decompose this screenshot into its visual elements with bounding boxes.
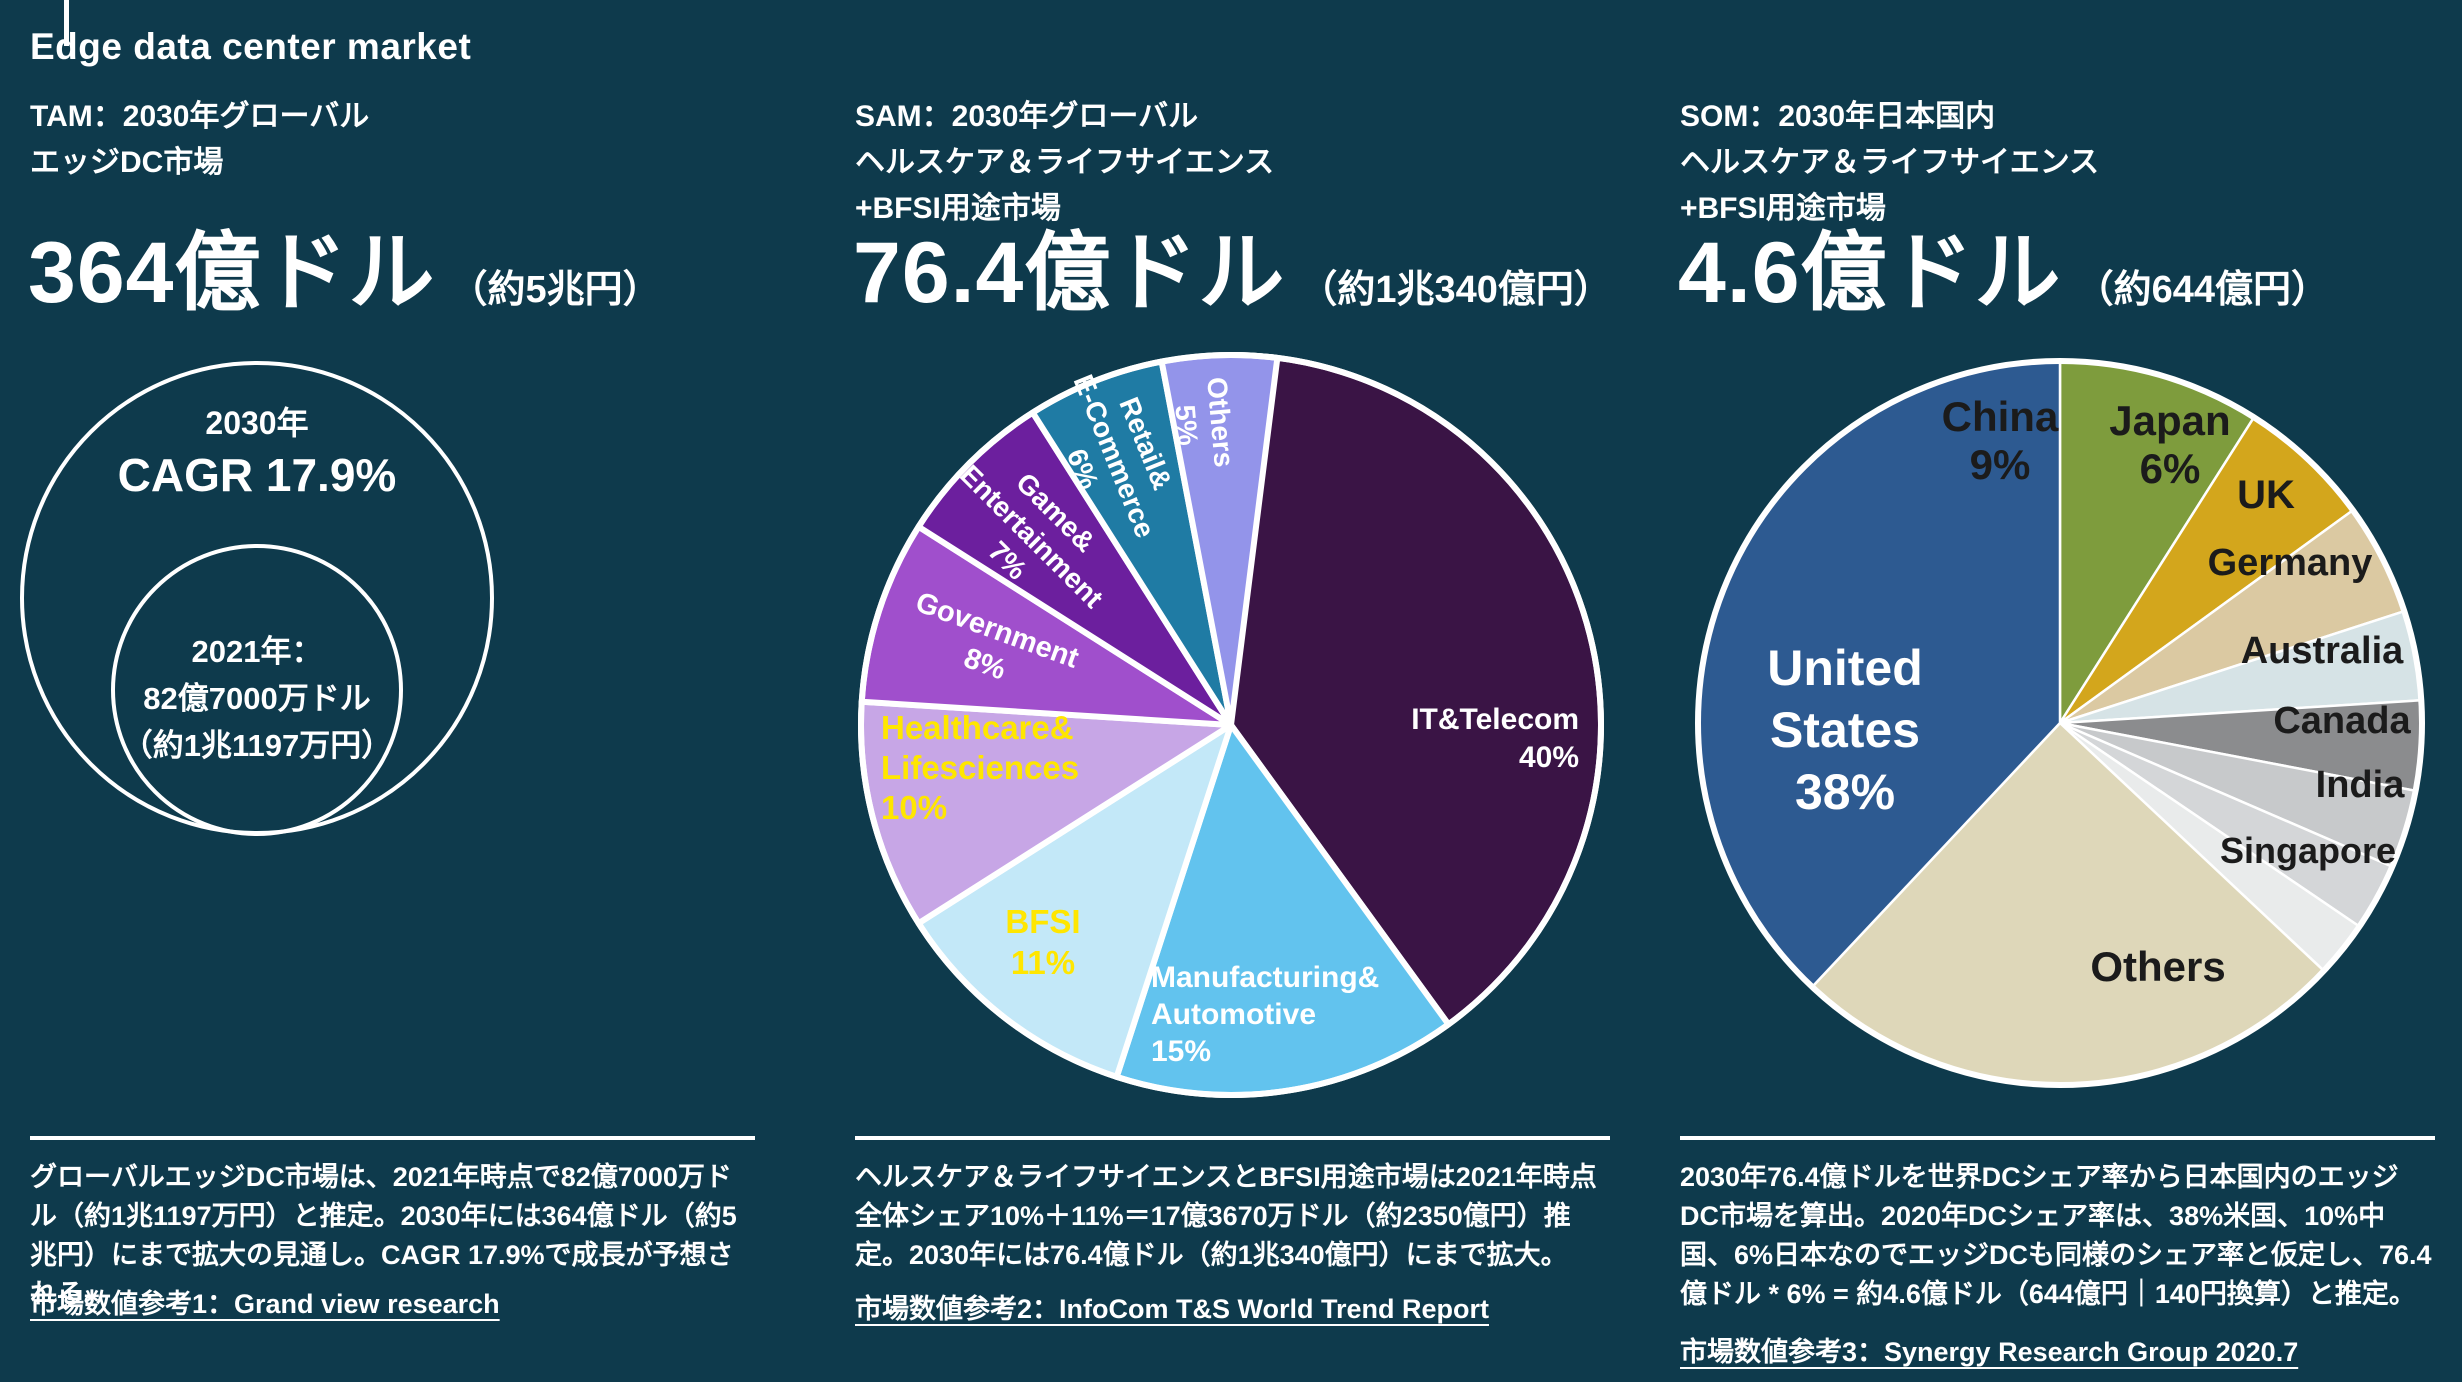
pie-label-it-telecom: IT&Telecom 40% (1411, 703, 1579, 774)
som-value-jpy: （約644億円） (2075, 269, 2329, 311)
pie-label-singapore: Singapore (2220, 830, 2396, 871)
sam-footnote: ヘルスケア＆ライフサイエンスとBFSI用途市場は2021年時点全体シェア10%＋… (855, 1162, 1597, 1270)
tam-heading-line: TAM：2030年グローバル (30, 100, 370, 133)
pie-label-healthcare-lifesciences: Healthcare& Lifesciences 10% (881, 709, 1079, 826)
sam-heading-line: ヘルスケア＆ライフサイエンス (855, 146, 1275, 179)
sam-value: 76.4億ドル （約1兆340億円） (853, 230, 1612, 316)
venn-inner-circle (111, 544, 403, 836)
sam-heading: SAM：2030年グローバル ヘルスケア＆ライフサイエンス +BFSI用途市場 (855, 94, 1274, 232)
tam-source-link[interactable]: 市場数値参考1：Grand view research (30, 1289, 500, 1319)
page-title: Edge data center market (30, 26, 472, 67)
som-value-usd: 4.6億ドル (1678, 225, 2062, 321)
pie-label-uk: UK (2237, 473, 2295, 517)
tam-value: 364億ドル （約5兆円） (28, 230, 661, 316)
som-heading-line: SOM：2030年日本国内 (1680, 100, 1996, 133)
tam-divider (30, 1136, 755, 1140)
som-pie-chart: China 9% Japan 6%UK Germany Australia Canada In… (1695, 358, 2425, 1088)
tam-heading-line: エッジDC市場 (30, 146, 224, 179)
venn-outer-cagr: CAGR 17.9% (117, 449, 397, 501)
sam-value-usd: 76.4億ドル (853, 225, 1286, 321)
venn-outer-year: 2030年 (205, 405, 309, 441)
tam-value-jpy: （約5兆円） (449, 269, 661, 311)
sam-pie-chart: IT&Telecom 40% Manufacturing& Automotive 15%… (858, 352, 1604, 1098)
sam-value-jpy: （約1兆340億円） (1299, 269, 1612, 311)
tam-value-usd: 364億ドル (28, 225, 436, 321)
venn-inner-line: 82億7000万ドル (143, 681, 371, 716)
text-cursor-mark (64, 0, 69, 46)
pie-label-germany: Germany (2208, 542, 2373, 584)
som-divider (1680, 1136, 2435, 1140)
venn-inner-line: 2021年： (191, 634, 323, 669)
som-heading-line: +BFSI用途市場 (1680, 192, 1886, 225)
pie-label-japan: Japan 6% (2109, 397, 2230, 492)
pie-outer-ring (858, 352, 1604, 1098)
pie-label-china: China 9% (1942, 393, 2059, 488)
pie-label-manufacturing-automotive: Manufacturing& Automotive 15% (1151, 961, 1379, 1068)
som-source-link[interactable]: 市場数値参考3：Synergy Research Group 2020.7 (1680, 1337, 2299, 1367)
som-footnote: 2030年76.4億ドルを世界DCシェア率から日本国内のエッジDC市場を算出。2… (1680, 1162, 2432, 1309)
pie-label-others: Others5% (1167, 376, 1240, 472)
pie-label-india: India (2316, 764, 2406, 806)
pie-outer-ring (1695, 358, 2425, 1088)
sam-heading-line: SAM：2030年グローバル (855, 100, 1199, 133)
som-value: 4.6億ドル （約644億円） (1678, 230, 2329, 316)
tam-footnote: グローバルエッジDC市場は、2021年時点で82億7000万ドル（約1兆1197… (30, 1162, 737, 1309)
som-heading-line: ヘルスケア＆ライフサイエンス (1680, 146, 2100, 179)
sam-source-link[interactable]: 市場数値参考2：InfoCom T&S World Trend Report (855, 1294, 1489, 1324)
sam-heading-line: +BFSI用途市場 (855, 192, 1061, 225)
sam-divider (855, 1136, 1610, 1140)
pie-label-united-states: United States 38% (1767, 640, 1923, 820)
pie-label-bfsi: BFSI 11% (1005, 903, 1080, 981)
venn-inner-label: 2021年： 82億7000万ドル （約1兆1197万円） (96, 628, 418, 769)
som-heading: SOM：2030年日本国内 ヘルスケア＆ライフサイエンス +BFSI用途市場 (1680, 94, 2099, 232)
tam-heading: TAM：2030年グローバル エッジDC市場 (30, 94, 369, 186)
venn-inner-line: （約1兆1197万円） (121, 728, 393, 763)
pie-label-others: Others (2090, 943, 2225, 990)
pie-label-australia: Australia (2241, 630, 2404, 672)
pie-label-canada: Canada (2273, 700, 2411, 742)
